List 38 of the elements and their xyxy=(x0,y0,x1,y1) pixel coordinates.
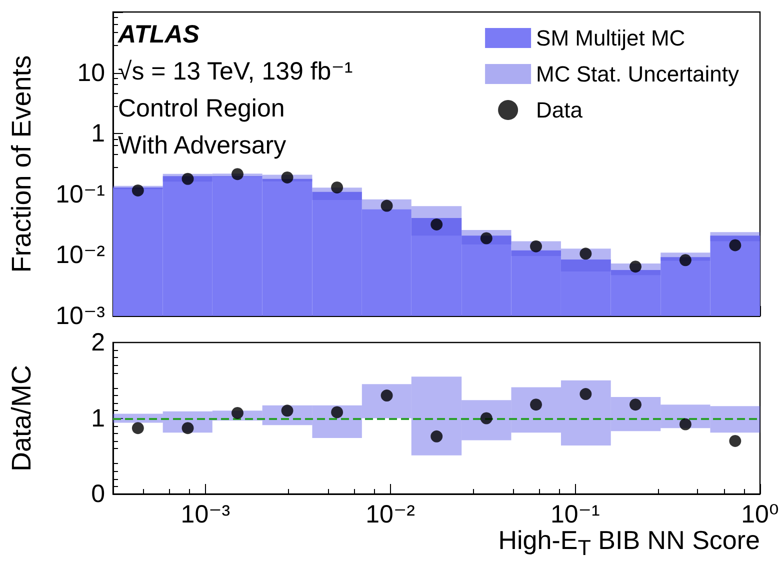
annotation: √s = 13 TeV, 139 fb⁻¹ xyxy=(118,58,353,86)
y-tick-label: 10⁻² xyxy=(56,241,105,270)
x-tick-label: 10⁻² xyxy=(366,500,415,528)
annotation: With Adversary xyxy=(118,132,287,160)
annotation: Control Region xyxy=(118,94,285,122)
legend-label: SM Multijet MC xyxy=(536,26,686,50)
point xyxy=(232,406,244,419)
point xyxy=(331,181,344,194)
legend-label: MC Stat. Uncertainty xyxy=(536,62,739,86)
y-tick-label: 10⁻³ xyxy=(56,302,105,330)
point xyxy=(182,172,194,185)
point xyxy=(132,422,144,434)
y-axis-title: Fraction of Events xyxy=(6,55,36,273)
point xyxy=(629,260,642,273)
point xyxy=(232,168,244,180)
y-tick-label: 10⁻¹ xyxy=(56,180,105,208)
point xyxy=(430,430,443,442)
point xyxy=(580,388,592,400)
y-tick-label: 1 xyxy=(91,120,105,148)
legend-label: Data xyxy=(536,98,584,122)
point xyxy=(729,239,742,252)
x-tick-label: 10⁻³ xyxy=(180,500,230,528)
annotation: ATLAS xyxy=(117,20,200,48)
point xyxy=(430,218,443,230)
y-tick-label: 0 xyxy=(91,480,105,508)
point xyxy=(281,404,294,417)
point xyxy=(629,398,642,411)
y-axis-title: Data/MC xyxy=(6,364,36,472)
y-tick-label: 1 xyxy=(91,404,105,432)
point xyxy=(380,200,393,212)
point xyxy=(679,418,692,430)
point xyxy=(331,406,344,418)
y-tick-label: 2 xyxy=(91,328,105,356)
point xyxy=(132,184,144,196)
point xyxy=(679,254,692,266)
y-tick-label: 10 xyxy=(77,58,105,87)
point xyxy=(729,434,742,447)
point xyxy=(281,171,294,184)
